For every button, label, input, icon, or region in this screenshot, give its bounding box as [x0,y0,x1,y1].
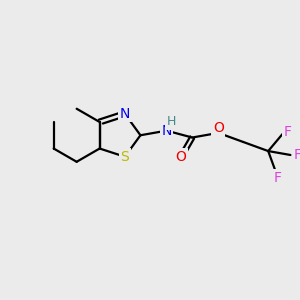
Text: N: N [120,107,130,121]
Text: N: N [161,124,172,138]
Text: F: F [284,125,292,139]
Text: H: H [167,115,176,128]
Text: O: O [213,121,224,135]
Text: S: S [121,150,129,164]
Text: F: F [274,171,282,185]
Text: F: F [293,148,300,162]
Text: O: O [176,150,186,164]
